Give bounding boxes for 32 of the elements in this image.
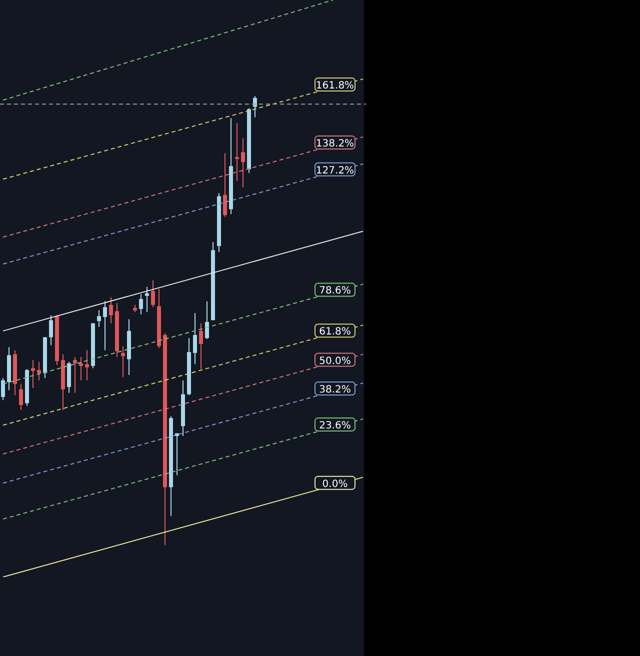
candlestick	[85, 350, 89, 381]
candlestick	[97, 310, 101, 328]
candlestick	[193, 312, 197, 365]
candlestick	[37, 361, 41, 381]
candlestick	[139, 294, 143, 315]
candlestick	[49, 314, 53, 346]
series-label: 0.0%	[322, 478, 348, 490]
candlestick	[253, 96, 257, 118]
series-label: 161.8%	[316, 80, 354, 92]
candlestick	[109, 296, 113, 324]
candlestick	[223, 152, 227, 218]
candlestick	[205, 300, 209, 340]
candlestick	[103, 300, 107, 351]
candlestick	[1, 378, 5, 401]
candlestick	[79, 356, 83, 381]
candlestick	[73, 356, 77, 394]
candlestick	[121, 346, 125, 378]
candlestick	[235, 122, 239, 182]
candlestick	[241, 138, 245, 188]
series-label: 138.2%	[316, 138, 354, 150]
candlestick	[199, 322, 203, 370]
series-label: 50.0%	[319, 356, 351, 367]
series-label: 127.2%	[316, 165, 354, 176]
candlestick	[145, 286, 149, 313]
candlestick	[151, 280, 155, 308]
series-label: 61.8%	[319, 326, 351, 338]
series-label: 38.2%	[319, 384, 351, 396]
series-label: 23.6%	[319, 420, 351, 432]
series-label: 78.6%	[319, 286, 351, 297]
candlestick	[31, 360, 35, 388]
candlestick	[19, 383, 23, 410]
candlestick	[67, 361, 71, 394]
